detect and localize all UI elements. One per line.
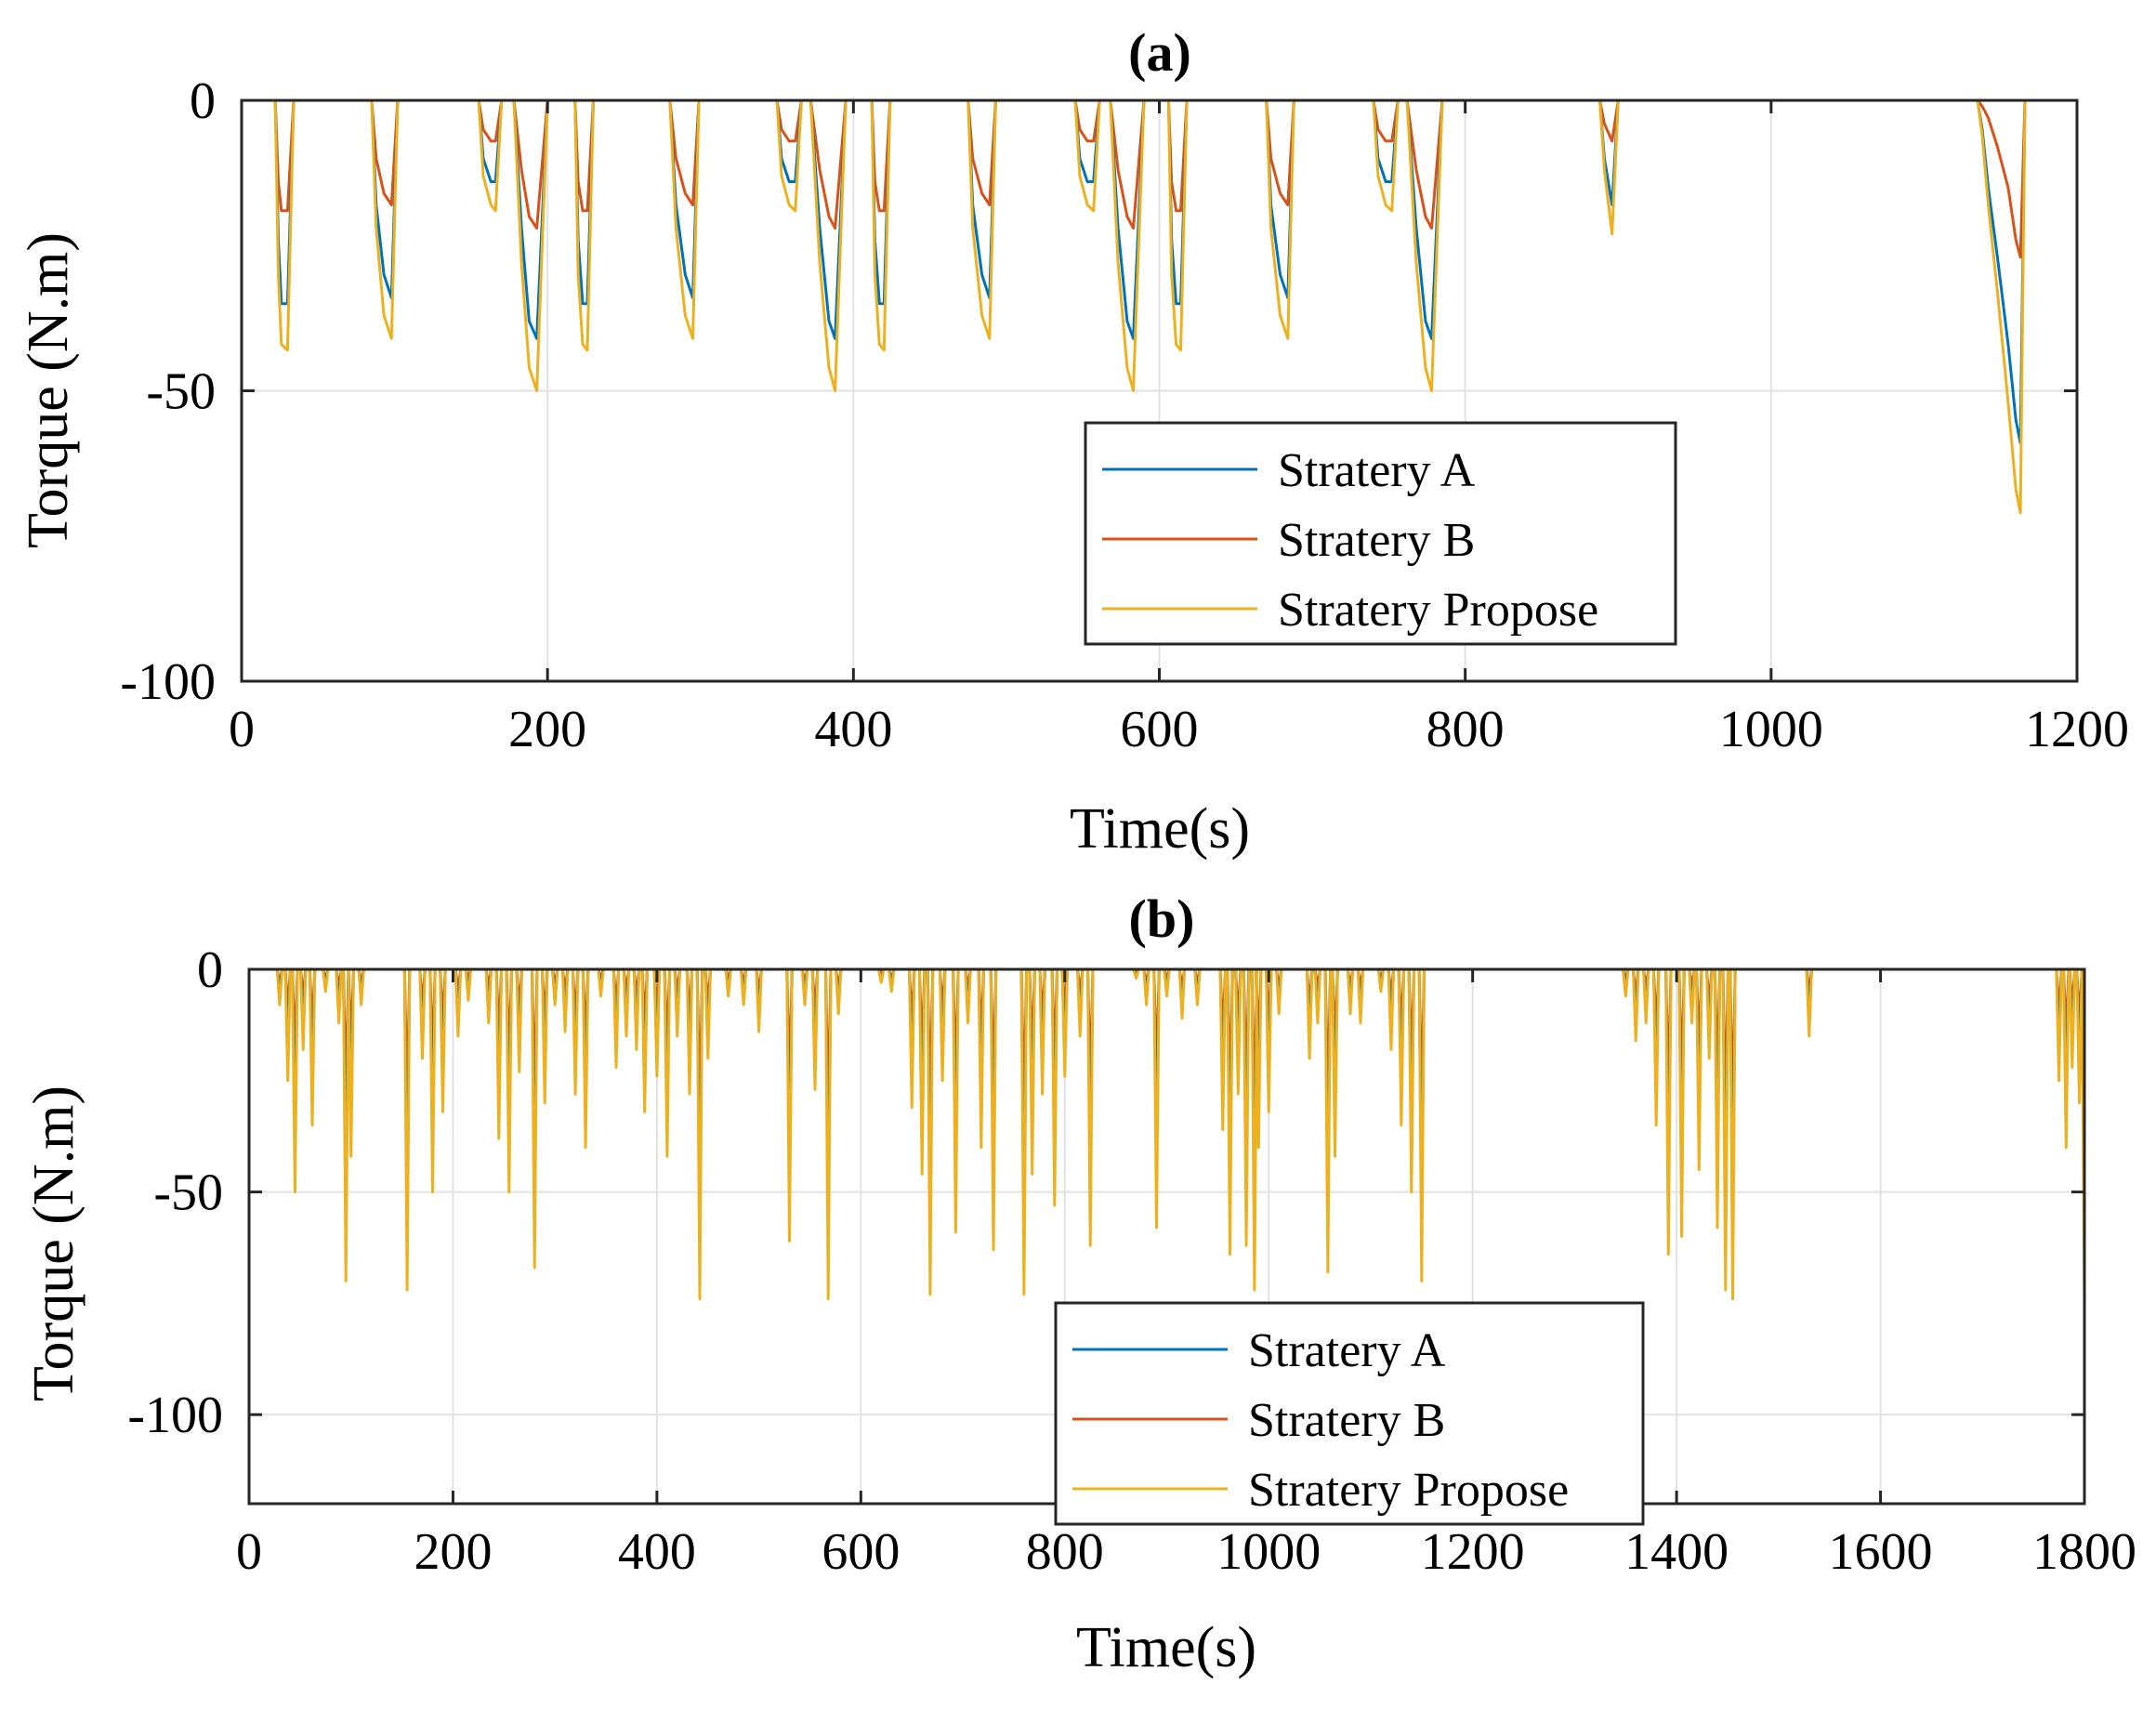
x-tick-label: 1400 bbox=[1624, 1523, 1729, 1581]
legend-a: Stratery A Stratery B Stratery Propose bbox=[1084, 421, 1677, 646]
y-axis-label-b: Torque (N.m) bbox=[22, 1085, 85, 1401]
chart-panel-b: (b) 0 200 400 600 800 1000 1200 1400 1600 1800 0 -5… bbox=[22, 888, 2136, 1679]
ticks-a: 0 200 400 600 800 1000 1200 0 -50 -100 bbox=[120, 72, 2129, 758]
x-tick-label: 0 bbox=[236, 1523, 262, 1581]
legend-box bbox=[1084, 421, 1677, 646]
x-tick-label: 200 bbox=[508, 701, 586, 758]
legend-label: Stratery A bbox=[1278, 444, 1476, 497]
x-axis-label-b: Time(s) bbox=[1076, 1616, 1256, 1679]
x-tick-label: 600 bbox=[822, 1523, 900, 1581]
x-tick-label: 1000 bbox=[1719, 701, 1823, 758]
y-tick-label: 0 bbox=[197, 941, 223, 999]
x-tick-label: 1600 bbox=[1829, 1523, 1933, 1581]
x-tick-label: 600 bbox=[1121, 701, 1199, 758]
legend-label: Stratery B bbox=[1278, 514, 1475, 567]
series-line-stratery-propose bbox=[249, 967, 2084, 1301]
x-tick-label: 1200 bbox=[1421, 1523, 1525, 1581]
chart-title-a: (a) bbox=[1128, 22, 1191, 83]
x-tick-label: 1200 bbox=[2025, 701, 2129, 758]
series-lines-b bbox=[249, 967, 2084, 1301]
y-tick-label: 0 bbox=[190, 72, 216, 130]
x-axis-label-a: Time(s) bbox=[1070, 797, 1250, 861]
legend-b: Stratery A Stratery B Stratery Propose bbox=[1054, 1301, 1645, 1526]
x-tick-label: 800 bbox=[1026, 1523, 1104, 1581]
x-tick-label: 800 bbox=[1426, 701, 1505, 758]
x-tick-label: 200 bbox=[414, 1523, 492, 1581]
legend-label: Stratery B bbox=[1248, 1394, 1445, 1447]
chart-title-b: (b) bbox=[1129, 888, 1195, 949]
x-tick-label: 1000 bbox=[1216, 1523, 1321, 1581]
y-tick-label: -50 bbox=[153, 1164, 223, 1222]
legend-box bbox=[1054, 1301, 1645, 1526]
legend-label: Stratery Propose bbox=[1278, 584, 1598, 637]
y-tick-label: -100 bbox=[127, 1387, 223, 1444]
legend-label: Stratery A bbox=[1248, 1324, 1446, 1377]
legend-label: Stratery Propose bbox=[1248, 1464, 1569, 1517]
y-tick-label: -100 bbox=[120, 653, 216, 711]
x-tick-label: 0 bbox=[229, 701, 255, 758]
x-tick-label: 1800 bbox=[2032, 1523, 2136, 1581]
y-tick-label: -50 bbox=[146, 363, 216, 421]
chart-panel-a: (a) 0 200 400 600 800 1000 1200 0 -50 -100 Time(s… bbox=[17, 22, 2129, 861]
x-tick-label: 400 bbox=[814, 701, 892, 758]
ticks-b: 0 200 400 600 800 1000 1200 1400 1600 1800 0 -50 -10… bbox=[127, 941, 2136, 1581]
x-tick-label: 400 bbox=[618, 1523, 696, 1581]
y-axis-label-a: Torque (N.m) bbox=[17, 232, 80, 548]
